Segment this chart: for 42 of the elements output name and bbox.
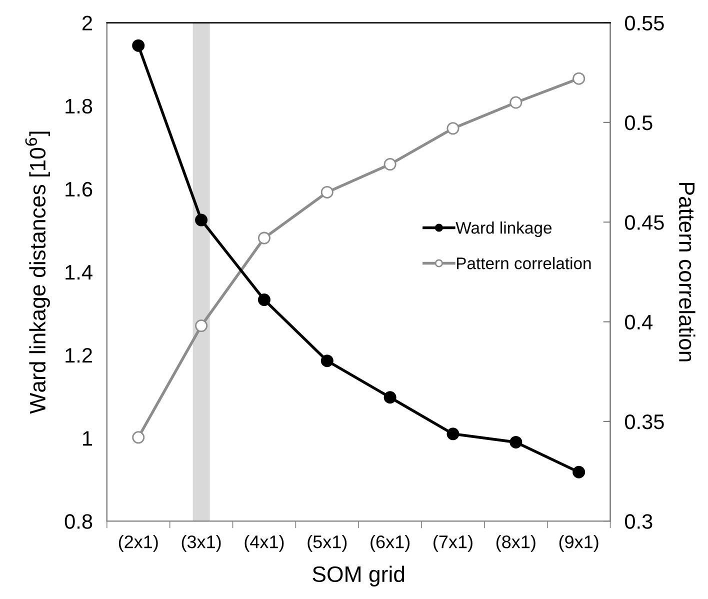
y-tick-label: 2	[82, 16, 92, 30]
y2-tick-label: 0.45	[625, 215, 664, 230]
legend-label: Pattern correlation	[456, 257, 591, 270]
legend-label: Ward linkage	[456, 221, 552, 238]
point	[384, 158, 396, 171]
point	[572, 466, 586, 478]
point	[132, 39, 145, 52]
point	[446, 428, 460, 440]
point	[195, 214, 208, 226]
x-tick-label: (7x1)	[434, 535, 472, 552]
point	[572, 72, 586, 85]
y-tick-label: 0.8	[64, 514, 92, 529]
point	[510, 436, 522, 448]
y2-axis-title: Pattern correlation	[678, 182, 696, 362]
point	[446, 122, 460, 135]
y2-tick-label: 0.35	[625, 414, 664, 430]
y-tick-label: 1.2	[66, 348, 92, 363]
y2-tick-label: 0.5	[625, 115, 652, 130]
x-tick-label: (3x1)	[182, 535, 221, 552]
point	[195, 320, 208, 332]
point	[384, 391, 396, 404]
x-tick-label: (5x1)	[308, 535, 347, 552]
y-tick-label: 1.6	[66, 182, 92, 197]
y2-tick-label: 0.55	[625, 16, 664, 31]
point	[132, 431, 145, 444]
y-tick-label: 1.4	[66, 265, 92, 280]
y2-tick-label: 0.4	[625, 314, 653, 330]
y2-tick-label: 0.3	[625, 514, 652, 529]
point	[258, 232, 270, 244]
point	[258, 294, 270, 306]
point	[510, 96, 522, 109]
x-axis-title: SOM grid	[312, 566, 404, 586]
point	[320, 186, 334, 198]
x-tick-label: (8x1)	[496, 535, 536, 552]
y-tick-label: 1.8	[66, 98, 92, 114]
x-tick-label: (6x1)	[370, 535, 410, 552]
y-tick-label: 1	[83, 431, 92, 446]
x-tick-label: (4x1)	[244, 535, 284, 552]
point	[320, 354, 334, 368]
x-tick-label: (2x1)	[118, 535, 158, 552]
x-tick-label: (9x1)	[559, 535, 598, 552]
y-axis-title: Ward linkage distances [10$^{6}$]	[25, 132, 50, 414]
